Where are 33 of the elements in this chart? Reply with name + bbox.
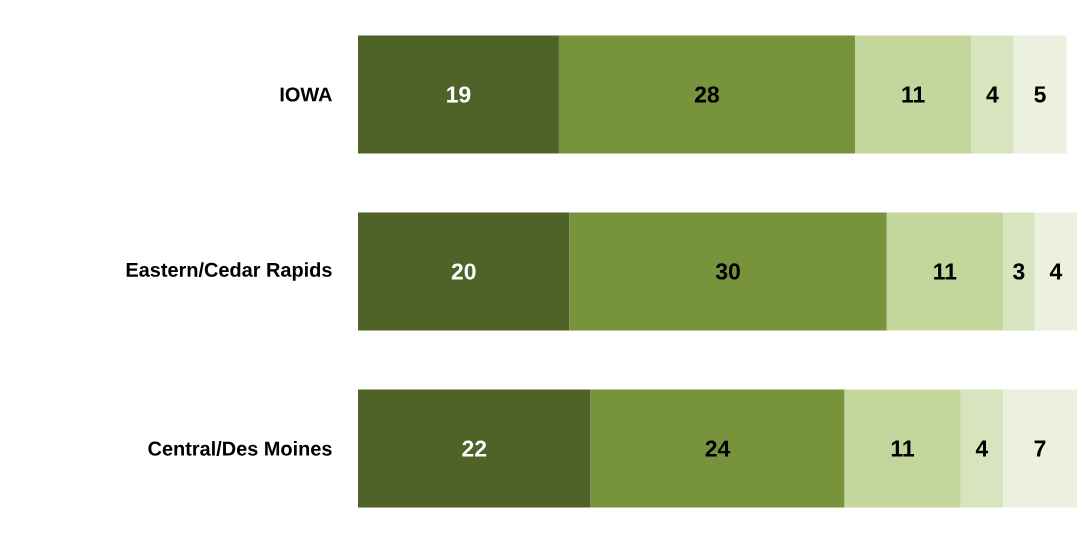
bar xyxy=(590,389,845,508)
bar xyxy=(1013,35,1067,154)
data-label: 5 xyxy=(1034,86,1046,103)
data-label: 11 xyxy=(934,263,957,280)
y-tick-label: IOWA xyxy=(280,87,332,102)
data-label: 24 xyxy=(705,440,731,457)
data-label: 7 xyxy=(1034,440,1046,457)
bar xyxy=(558,35,855,154)
bar xyxy=(971,35,1014,154)
y-tick-label: Central/Des Moines xyxy=(148,441,332,456)
bar xyxy=(960,389,1003,508)
bar xyxy=(358,35,559,154)
data-label: 11 xyxy=(902,86,925,103)
bar xyxy=(854,35,972,154)
bar xyxy=(1002,212,1035,331)
data-label: 4 xyxy=(1049,263,1063,280)
data-label: 19 xyxy=(447,86,471,103)
bar xyxy=(886,212,1003,331)
bar xyxy=(1034,212,1077,331)
bar xyxy=(358,389,591,508)
data-label: 11 xyxy=(891,440,915,457)
data-label: 4 xyxy=(975,440,989,457)
data-label: 28 xyxy=(694,86,719,103)
data-label: 3 xyxy=(1013,263,1025,280)
data-label: 22 xyxy=(462,440,487,457)
bar xyxy=(569,212,887,331)
bar xyxy=(358,212,570,331)
bar xyxy=(1002,389,1077,508)
bar xyxy=(844,389,961,508)
data-label: 20 xyxy=(451,263,476,280)
data-label: 30 xyxy=(715,263,740,280)
data-label: 4 xyxy=(986,86,999,103)
y-tick-label: Eastern/Cedar Rapids xyxy=(126,262,332,281)
